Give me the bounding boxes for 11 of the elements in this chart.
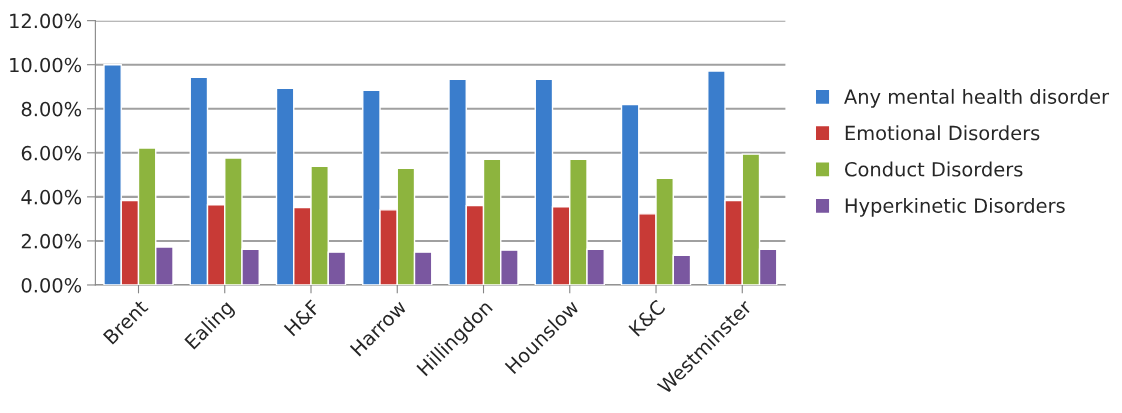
y-tick-label: 0.00% <box>21 277 82 293</box>
legend-label: Any mental health disorder <box>844 88 1110 108</box>
legend-label: Conduct Disorders <box>845 161 1023 177</box>
y-tick-label: 8.00% <box>21 101 82 117</box>
y-tick-label: 6.00% <box>21 145 82 161</box>
y-tick-label: 12.00% <box>10 13 82 29</box>
y-tick-label: 4.00% <box>21 189 82 205</box>
y-tick-label: 2.00% <box>21 233 82 249</box>
legend-label: Emotional Disorders <box>845 125 1040 141</box>
legend-label: Hyperkinetic Disorders <box>845 197 1065 217</box>
y-tick-label: 10.00% <box>10 57 82 73</box>
